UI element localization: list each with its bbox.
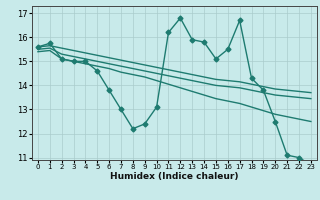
X-axis label: Humidex (Indice chaleur): Humidex (Indice chaleur)	[110, 172, 239, 181]
